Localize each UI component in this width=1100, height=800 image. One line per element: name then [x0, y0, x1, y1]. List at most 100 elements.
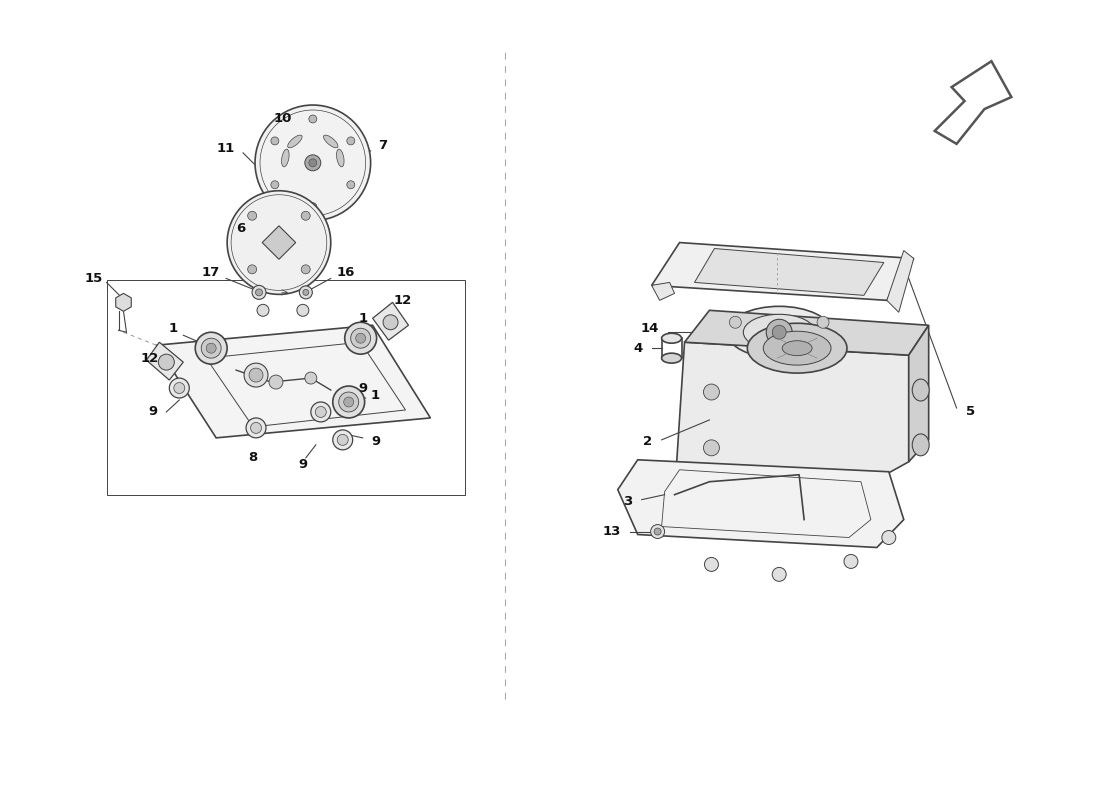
Circle shape: [174, 382, 185, 394]
Text: 9: 9: [298, 458, 307, 471]
Text: 2: 2: [644, 435, 652, 448]
Circle shape: [654, 528, 661, 535]
Ellipse shape: [912, 379, 930, 401]
Polygon shape: [262, 226, 296, 259]
Circle shape: [158, 354, 174, 370]
Circle shape: [305, 372, 317, 384]
Circle shape: [351, 328, 371, 348]
Circle shape: [252, 286, 266, 299]
Circle shape: [333, 430, 353, 450]
Text: 6: 6: [236, 222, 245, 235]
Ellipse shape: [763, 331, 830, 365]
Text: 3: 3: [623, 495, 632, 508]
Circle shape: [299, 286, 312, 299]
Circle shape: [271, 137, 278, 145]
Circle shape: [255, 105, 371, 221]
Text: 7: 7: [378, 139, 387, 152]
Circle shape: [309, 202, 317, 210]
Text: 17: 17: [202, 266, 220, 279]
Circle shape: [704, 440, 719, 456]
Circle shape: [244, 363, 268, 387]
Text: 1: 1: [359, 312, 367, 325]
Circle shape: [227, 190, 331, 294]
Ellipse shape: [288, 135, 302, 148]
Circle shape: [767, 319, 792, 345]
Polygon shape: [684, 310, 928, 355]
Ellipse shape: [337, 149, 344, 167]
Circle shape: [305, 155, 321, 170]
Circle shape: [249, 368, 263, 382]
Circle shape: [257, 304, 270, 316]
Circle shape: [206, 343, 217, 353]
Circle shape: [344, 322, 376, 354]
Polygon shape: [651, 282, 674, 300]
Circle shape: [650, 525, 664, 538]
Circle shape: [346, 137, 355, 145]
Text: 13: 13: [603, 525, 622, 538]
Ellipse shape: [661, 353, 682, 363]
Circle shape: [309, 115, 317, 123]
Polygon shape: [116, 294, 131, 311]
Circle shape: [195, 332, 227, 364]
Ellipse shape: [282, 149, 289, 167]
Text: 15: 15: [85, 272, 102, 285]
Text: 4: 4: [634, 342, 642, 354]
Circle shape: [169, 378, 189, 398]
Circle shape: [311, 402, 331, 422]
Circle shape: [270, 375, 283, 389]
Text: 9: 9: [148, 406, 158, 418]
Circle shape: [355, 334, 365, 343]
Text: 12: 12: [394, 294, 411, 307]
Circle shape: [302, 290, 309, 295]
Polygon shape: [674, 342, 909, 519]
Text: 11: 11: [217, 142, 235, 155]
Circle shape: [271, 181, 278, 189]
Circle shape: [201, 338, 221, 358]
Polygon shape: [146, 342, 184, 380]
Circle shape: [383, 314, 398, 330]
Circle shape: [346, 181, 355, 189]
Text: 8: 8: [249, 451, 257, 464]
Ellipse shape: [744, 314, 815, 350]
Ellipse shape: [661, 334, 682, 343]
Text: 14: 14: [640, 322, 659, 334]
Circle shape: [343, 397, 354, 407]
Circle shape: [301, 265, 310, 274]
Circle shape: [246, 418, 266, 438]
Text: 10: 10: [274, 113, 293, 126]
Ellipse shape: [747, 323, 847, 373]
Circle shape: [339, 392, 359, 412]
Ellipse shape: [323, 135, 338, 148]
Circle shape: [729, 316, 741, 328]
Circle shape: [338, 434, 349, 446]
Circle shape: [704, 558, 718, 571]
Text: 1: 1: [371, 389, 381, 402]
Circle shape: [882, 530, 895, 545]
Polygon shape: [373, 302, 408, 340]
Text: 16: 16: [337, 266, 355, 279]
Ellipse shape: [782, 341, 812, 356]
Circle shape: [248, 211, 256, 220]
Circle shape: [772, 567, 786, 582]
Circle shape: [309, 159, 317, 167]
Polygon shape: [618, 460, 904, 547]
Text: 9: 9: [371, 435, 381, 448]
Polygon shape: [887, 250, 914, 312]
Polygon shape: [694, 249, 883, 295]
Polygon shape: [156, 326, 430, 438]
Text: 12: 12: [141, 352, 158, 365]
Text: 1: 1: [168, 322, 178, 334]
Circle shape: [316, 406, 327, 418]
Circle shape: [704, 384, 719, 400]
Ellipse shape: [912, 434, 930, 456]
Circle shape: [333, 386, 364, 418]
Polygon shape: [935, 61, 1011, 144]
Polygon shape: [651, 242, 914, 300]
Text: 9: 9: [359, 382, 367, 394]
Circle shape: [251, 422, 262, 434]
Circle shape: [297, 304, 309, 316]
Polygon shape: [909, 326, 928, 462]
Circle shape: [248, 265, 256, 274]
Text: 5: 5: [966, 406, 975, 418]
Circle shape: [817, 316, 829, 328]
